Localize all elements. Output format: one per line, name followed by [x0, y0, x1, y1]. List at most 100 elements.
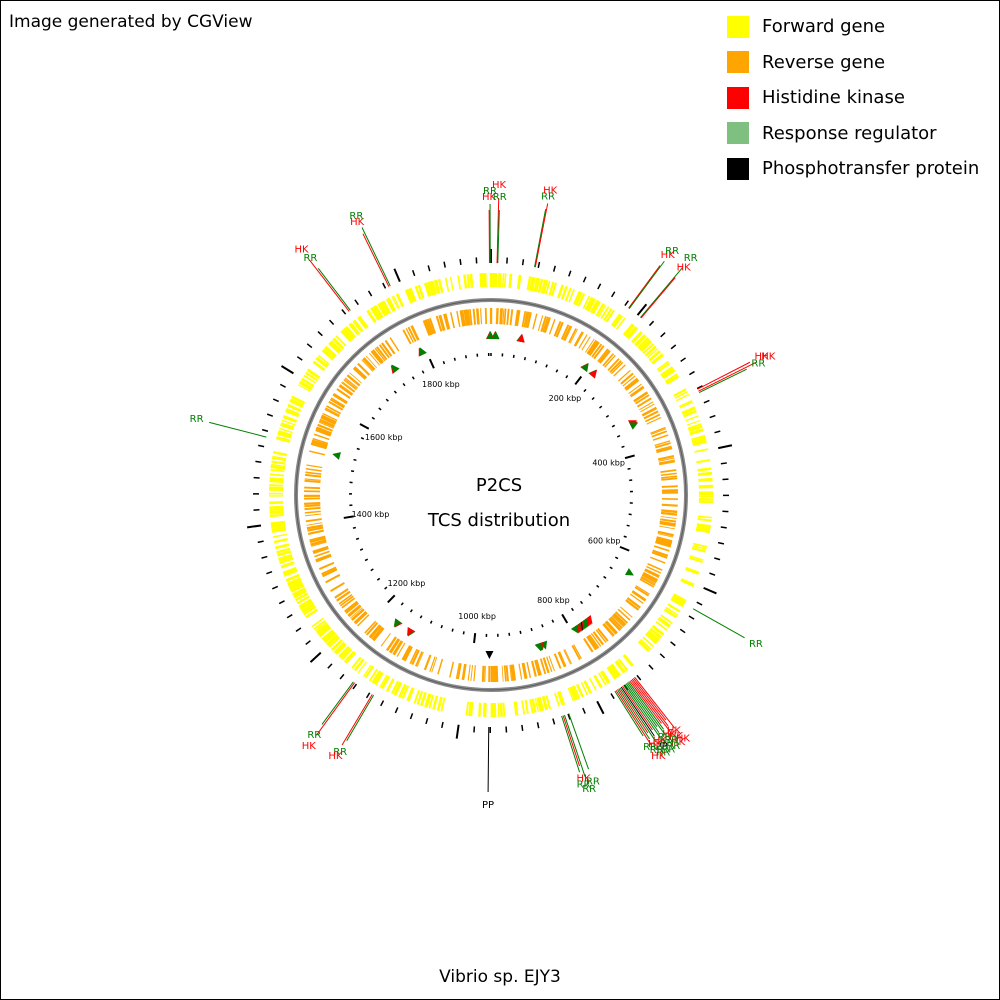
callout-line: [698, 361, 757, 392]
reverse-gene: [659, 521, 676, 526]
forward-gene: [582, 295, 591, 310]
forward-gene: [634, 334, 646, 346]
forward-gene: [685, 415, 699, 422]
forward-gene: [437, 278, 444, 294]
reverse-gene: [660, 518, 677, 523]
tcs-marker: [516, 334, 525, 343]
forward-gene: [324, 346, 337, 358]
reverse-gene: [647, 563, 663, 571]
reverse-gene: [521, 662, 527, 679]
legend-swatch-forward-gene: [727, 15, 749, 38]
legend: Forward gene Reverse gene Histidine kina…: [727, 9, 979, 187]
reverse-gene: [660, 472, 677, 476]
forward-gene: [292, 587, 306, 595]
forward-gene: [280, 561, 295, 567]
forward-gene: [271, 527, 286, 532]
forward-gene: [436, 696, 442, 711]
callout-line: [692, 608, 745, 639]
scale-minor-tick: [352, 526, 357, 529]
reverse-gene: [305, 513, 322, 517]
forward-gene: [395, 293, 405, 308]
forward-gene: [348, 323, 360, 336]
reverse-gene: [365, 622, 379, 636]
forward-gene: [568, 288, 575, 303]
outer-tick: [441, 721, 444, 729]
forward-gene: [434, 279, 441, 294]
reverse-gene: [553, 321, 562, 337]
callout-label: RR: [303, 253, 317, 264]
forward-gene: [393, 681, 402, 696]
reverse-gene: [362, 357, 375, 371]
forward-gene: [664, 373, 678, 383]
forward-gene: [305, 608, 319, 619]
reverse-gene: [407, 327, 416, 342]
reverse-gene: [495, 308, 499, 325]
reverse-gene: [548, 655, 555, 672]
reverse-gene: [518, 663, 523, 680]
legend-swatch-response-regulator: [727, 122, 749, 145]
outer-tick: [341, 309, 347, 315]
callout-line: [316, 682, 356, 736]
reverse-gene: [353, 367, 367, 379]
forward-gene: [366, 310, 376, 323]
reverse-gene: [588, 634, 599, 649]
forward-gene: [478, 702, 481, 717]
callout-line: [487, 726, 490, 792]
forward-gene: [644, 345, 657, 357]
reverse-gene: [524, 311, 530, 328]
reverse-gene: [326, 405, 342, 415]
reverse-gene: [602, 353, 615, 367]
forward-gene: [614, 661, 625, 674]
outer-tick: [568, 270, 572, 277]
reverse-gene: [473, 665, 476, 682]
outer-tick: [680, 357, 687, 363]
reverse-gene: [656, 447, 673, 454]
callout-label: HK: [492, 180, 507, 191]
reverse-gene: [333, 392, 348, 404]
forward-gene: [531, 698, 537, 713]
reverse-gene: [310, 539, 327, 546]
callout-line: [625, 683, 658, 727]
forward-gene: [503, 273, 507, 288]
outer-tick: [521, 724, 524, 731]
scale-label: 1600 kbp: [365, 433, 403, 442]
outer-tick: [266, 413, 274, 417]
callout-line: [620, 686, 655, 737]
reverse-gene: [561, 324, 570, 340]
callout-label: HK: [651, 751, 666, 762]
reverse-gene: [563, 649, 572, 665]
reverse-gene: [456, 663, 462, 680]
reverse-gene: [353, 366, 368, 379]
outer-tick: [596, 700, 605, 715]
reverse-gene: [612, 614, 626, 627]
forward-gene: [298, 382, 312, 391]
forward-gene: [294, 592, 309, 602]
forward-gene: [622, 655, 633, 667]
outer-tick: [443, 261, 446, 268]
outer-tick: [317, 331, 323, 337]
callout-line: [628, 265, 661, 309]
forward-gene: [377, 303, 387, 317]
reverse-gene: [581, 336, 591, 351]
reverse-gene: [605, 620, 618, 634]
scale-minor-tick: [376, 577, 381, 581]
reverse-gene: [349, 372, 362, 384]
outer-tick: [552, 718, 556, 725]
forward-gene: [416, 690, 424, 705]
forward-gene: [329, 341, 341, 353]
scale-minor-tick: [623, 535, 627, 538]
reverse-gene: [311, 439, 328, 446]
reverse-gene: [371, 350, 383, 364]
forward-gene: [695, 528, 711, 534]
reverse-gene: [654, 440, 671, 446]
reverse-gene: [611, 361, 624, 375]
reverse-gene: [464, 309, 469, 326]
forward-gene: [287, 404, 302, 413]
forward-gene: [622, 323, 634, 336]
forward-gene: [632, 332, 644, 344]
outer-tick: [327, 663, 333, 669]
forward-gene: [588, 677, 597, 691]
forward-gene: [600, 670, 611, 684]
reverse-gene: [309, 537, 326, 543]
forward-gene: [290, 584, 305, 593]
